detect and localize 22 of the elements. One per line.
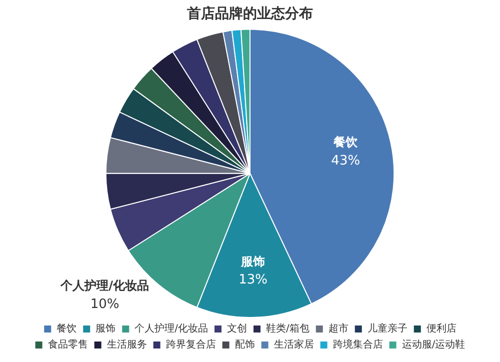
legend-label: 个人护理/化妆品	[134, 322, 208, 335]
legend-label: 文创	[227, 322, 247, 335]
slice-label: 餐饮	[332, 135, 359, 150]
data-label: 43%	[331, 153, 360, 168]
legend-label: 运动服/运动鞋	[402, 338, 466, 351]
legend-label: 跨界复合店	[166, 338, 216, 351]
legend-label: 鞋类/箱包	[266, 322, 310, 335]
legend-label: 配饰	[234, 338, 255, 351]
legend-label: 儿童亲子	[367, 322, 408, 335]
legend-label: 便利店	[426, 322, 456, 335]
slice-label: 个人护理/化妆品	[60, 278, 149, 293]
slice-label: 服饰	[240, 254, 266, 268]
legend-label: 超市	[328, 322, 348, 335]
data-label: 10%	[90, 296, 120, 312]
legend-label: 跨境集合店	[332, 338, 383, 351]
chart-title: 首店品牌的业态分布	[186, 5, 313, 22]
legend-label: 食品零售	[48, 338, 88, 351]
legend-label: 服饰	[96, 322, 116, 335]
legend-label: 餐饮	[56, 322, 77, 335]
data-label: 13%	[238, 272, 268, 288]
legend-label: 生活家居	[274, 338, 314, 351]
legend-label: 生活服务	[106, 338, 147, 351]
